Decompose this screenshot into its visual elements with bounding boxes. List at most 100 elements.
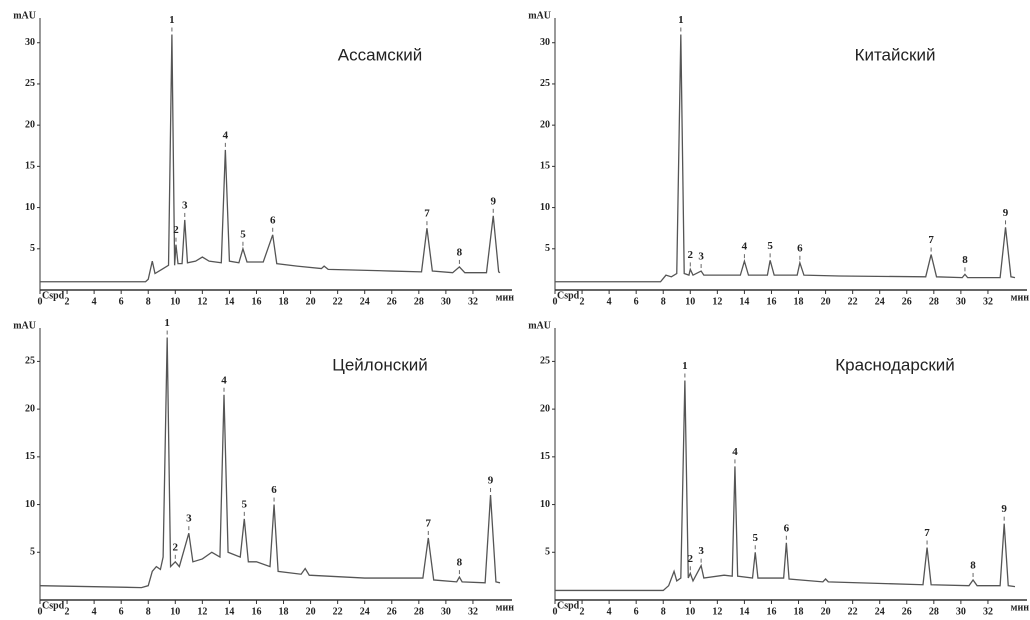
corner-label: Cspd — [557, 600, 580, 611]
x-tick-label: 20 — [821, 606, 831, 617]
x-tick-label: 14 — [739, 296, 749, 307]
peak-label: 3 — [698, 545, 704, 557]
x-tick-label: 12 — [712, 296, 722, 307]
x-tick-label: 10 — [170, 606, 180, 617]
x-tick-label: 22 — [848, 606, 858, 617]
peak-label: 5 — [242, 498, 248, 510]
x-tick-label: 8 — [661, 606, 666, 617]
x-tick-label: 2 — [580, 296, 585, 307]
x-axis-label: мин — [1011, 292, 1030, 303]
y-tick-label: 15 — [540, 161, 550, 172]
x-tick-label: 18 — [794, 296, 804, 307]
x-tick-label: 4 — [92, 606, 97, 617]
peak-label: 9 — [488, 475, 494, 487]
x-tick-label: 22 — [848, 296, 858, 307]
y-tick-label: 30 — [25, 37, 35, 48]
peak-label: 6 — [784, 522, 790, 534]
x-tick-label: 26 — [387, 606, 397, 617]
x-tick-label: 2 — [65, 296, 70, 307]
x-tick-label: 4 — [92, 296, 97, 307]
y-tick-label: 10 — [25, 202, 35, 213]
peak-label: 6 — [797, 242, 803, 254]
peak-label: 9 — [1001, 503, 1007, 515]
x-tick-label: 32 — [983, 296, 993, 307]
x-tick-label: 8 — [661, 296, 666, 307]
x-tick-label: 28 — [929, 606, 939, 617]
x-tick-label: 28 — [414, 606, 424, 617]
x-tick-label: 10 — [170, 296, 180, 307]
x-tick-label: 28 — [414, 296, 424, 307]
peak-label: 1 — [164, 317, 170, 329]
x-tick-label: 14 — [739, 606, 749, 617]
peak-label: 4 — [221, 374, 227, 386]
peak-label: 3 — [698, 251, 704, 263]
x-tick-label: 16 — [766, 296, 776, 307]
peak-label: 1 — [678, 14, 684, 26]
y-tick-label: 15 — [540, 451, 550, 462]
panel-title: Китайский — [855, 45, 936, 64]
x-tick-label: 22 — [333, 296, 343, 307]
x-tick-label: 6 — [119, 296, 124, 307]
y-tick-label: 20 — [540, 403, 550, 414]
x-tick-label: 18 — [279, 296, 289, 307]
trace — [39, 337, 501, 589]
peak-label: 7 — [928, 234, 934, 246]
x-tick-label: 6 — [634, 606, 639, 617]
peak-label: 6 — [271, 484, 277, 496]
peak-label: 1 — [169, 14, 175, 26]
peak-label: 7 — [426, 517, 432, 529]
x-tick-label: 0 — [38, 296, 43, 307]
peak-label: 2 — [688, 249, 694, 261]
x-tick-label: 30 — [441, 296, 451, 307]
x-tick-label: 12 — [197, 606, 207, 617]
x-tick-label: 22 — [333, 606, 343, 617]
y-tick-label: 20 — [540, 119, 550, 130]
peak-label: 9 — [490, 195, 496, 207]
y-tick-label: 20 — [25, 119, 35, 130]
y-tick-label: 5 — [30, 547, 35, 558]
peak-label: 2 — [173, 541, 179, 553]
x-tick-label: 8 — [146, 606, 151, 617]
x-tick-label: 32 — [468, 296, 478, 307]
x-tick-label: 16 — [251, 296, 261, 307]
panel-title: Краснодарский — [835, 355, 955, 374]
x-tick-label: 2 — [65, 606, 70, 617]
x-tick-label: 24 — [360, 296, 370, 307]
x-axis-label: мин — [1011, 602, 1030, 613]
y-tick-label: 10 — [25, 499, 35, 510]
y-tick-label: 25 — [540, 78, 550, 89]
x-tick-label: 12 — [712, 606, 722, 617]
x-tick-label: 26 — [902, 296, 912, 307]
x-tick-label: 32 — [468, 606, 478, 617]
x-tick-label: 20 — [306, 296, 316, 307]
x-tick-label: 16 — [251, 606, 261, 617]
y-tick-label: 5 — [545, 243, 550, 254]
x-tick-label: 26 — [387, 296, 397, 307]
peak-label: 3 — [186, 513, 192, 525]
trace — [555, 380, 1016, 592]
y-tick-label: 25 — [25, 78, 35, 89]
x-tick-label: 30 — [956, 606, 966, 617]
peak-label: 8 — [962, 254, 968, 266]
corner-label: Cspd — [557, 290, 580, 301]
corner-label: Cspd — [42, 600, 65, 611]
y-axis-label: mAU — [13, 320, 36, 331]
x-tick-label: 0 — [553, 606, 558, 617]
y-tick-label: 10 — [540, 499, 550, 510]
peak-label: 8 — [457, 246, 463, 258]
peak-label: 8 — [970, 559, 976, 571]
x-tick-label: 20 — [821, 296, 831, 307]
x-tick-label: 14 — [224, 606, 234, 617]
peak-label: 7 — [924, 527, 930, 539]
x-tick-label: 4 — [607, 296, 612, 307]
peak-label: 9 — [1003, 207, 1009, 219]
peak-label: 5 — [240, 228, 246, 240]
x-tick-label: 28 — [929, 296, 939, 307]
x-tick-label: 24 — [875, 606, 885, 617]
peak-label: 6 — [270, 214, 276, 226]
x-tick-label: 10 — [685, 296, 695, 307]
y-tick-label: 15 — [25, 451, 35, 462]
x-tick-label: 6 — [119, 606, 124, 617]
peak-label: 4 — [732, 446, 738, 458]
